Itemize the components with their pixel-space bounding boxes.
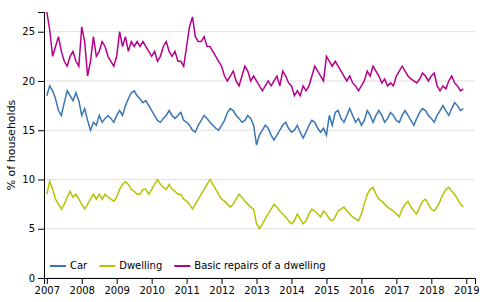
y-tick-mark	[38, 179, 44, 180]
x-tick: 2012	[209, 278, 234, 296]
x-tick-mark	[396, 278, 397, 284]
legend-item: Dwelling	[99, 260, 162, 271]
x-axis-line	[45, 279, 476, 285]
legend-label: Dwelling	[119, 260, 162, 271]
x-tick-label: 2007	[35, 285, 60, 296]
x-tick: 2019	[454, 278, 479, 296]
y-tick-label: 10	[22, 174, 35, 185]
grid-line	[44, 179, 475, 180]
y-axis-title: % of households	[5, 99, 18, 190]
x-tick-label: 2016	[349, 285, 374, 296]
x-tick: 2015	[314, 278, 339, 296]
x-tick-label: 2019	[454, 285, 479, 296]
x-tick-mark	[257, 278, 258, 284]
legend: Car Dwelling Basic repairs of a dwelling	[50, 260, 326, 271]
grid-line	[44, 130, 475, 131]
x-tick-mark	[117, 278, 118, 284]
x-tick: 2010	[139, 278, 164, 296]
legend-swatch	[50, 265, 66, 267]
y-tick-label: 0	[29, 273, 35, 284]
grid-line	[44, 31, 475, 32]
x-tick: 2009	[104, 278, 129, 296]
y-tick: 5	[29, 223, 44, 234]
x-tick: 2007	[35, 278, 60, 296]
y-tick-label: 25	[22, 26, 35, 37]
x-tick-mark	[82, 278, 83, 284]
x-tick-mark	[431, 278, 432, 284]
y-tick-mark	[38, 130, 44, 131]
y-tick-label: 5	[29, 223, 35, 234]
x-tick-label: 2010	[139, 285, 164, 296]
x-tick-label: 2017	[384, 285, 409, 296]
legend-label: Car	[70, 260, 88, 271]
chart-svg: 2007200820092010201120122013201420152016…	[0, 0, 491, 302]
y-tick-label: 20	[22, 76, 35, 87]
y-tick: 20	[22, 76, 44, 87]
x-tick-mark	[222, 278, 223, 284]
y-tick-mark	[38, 229, 44, 230]
series-line	[47, 86, 464, 145]
x-tick: 2017	[384, 278, 409, 296]
x-tick: 2016	[349, 278, 374, 296]
x-tick-mark	[47, 278, 48, 284]
legend-item: Car	[50, 260, 88, 271]
series-line	[47, 12, 464, 96]
x-tick-label: 2012	[209, 285, 234, 296]
plot-area	[47, 12, 464, 229]
x-tick-mark	[361, 278, 362, 284]
x-tick-mark	[187, 278, 188, 284]
legend-swatch	[99, 265, 115, 267]
y-tick: 10	[22, 174, 44, 185]
legend-item: Basic repairs of a dwelling	[174, 260, 325, 271]
grid	[44, 32, 475, 278]
x-tick: 2018	[419, 278, 444, 296]
x-tick: 2011	[174, 278, 199, 296]
x-tick-label: 2009	[104, 285, 129, 296]
x-tick-mark	[152, 278, 153, 284]
chart-container: 2007200820092010201120122013201420152016…	[0, 0, 491, 302]
x-axis: 2007 2008 2009 2010 2011 2012 2013 2014 2015 2016…	[35, 278, 480, 296]
x-tick: 2013	[244, 278, 269, 296]
x-tick-mark	[291, 278, 292, 284]
grid-line	[44, 80, 475, 81]
x-tick-label: 2013	[244, 285, 269, 296]
legend-swatch	[174, 265, 190, 267]
x-tick-label: 2011	[174, 285, 199, 296]
y-tick-label: 15	[22, 125, 35, 136]
x-tick: 2014	[279, 278, 304, 296]
y-tick-mark	[38, 278, 44, 279]
x-tick-label: 2014	[279, 285, 304, 296]
legend-label: Basic repairs of a dwelling	[194, 260, 325, 271]
y-tick-mark	[38, 32, 44, 33]
y-axis-line	[38, 13, 45, 279]
y-tick: 15	[22, 125, 44, 136]
x-tick-label: 2008	[70, 285, 95, 296]
y-tick-mark	[38, 81, 44, 82]
x-tick-mark	[466, 278, 467, 284]
series-line	[47, 179, 464, 228]
y-tick: 25	[22, 26, 44, 37]
x-tick-mark	[326, 278, 327, 284]
x-tick-label: 2018	[419, 285, 444, 296]
y-axis: 0 5 10 15 20 25	[22, 13, 44, 284]
x-tick: 2008	[70, 278, 95, 296]
x-tick-label: 2015	[314, 285, 339, 296]
y-tick: 0	[29, 273, 44, 284]
